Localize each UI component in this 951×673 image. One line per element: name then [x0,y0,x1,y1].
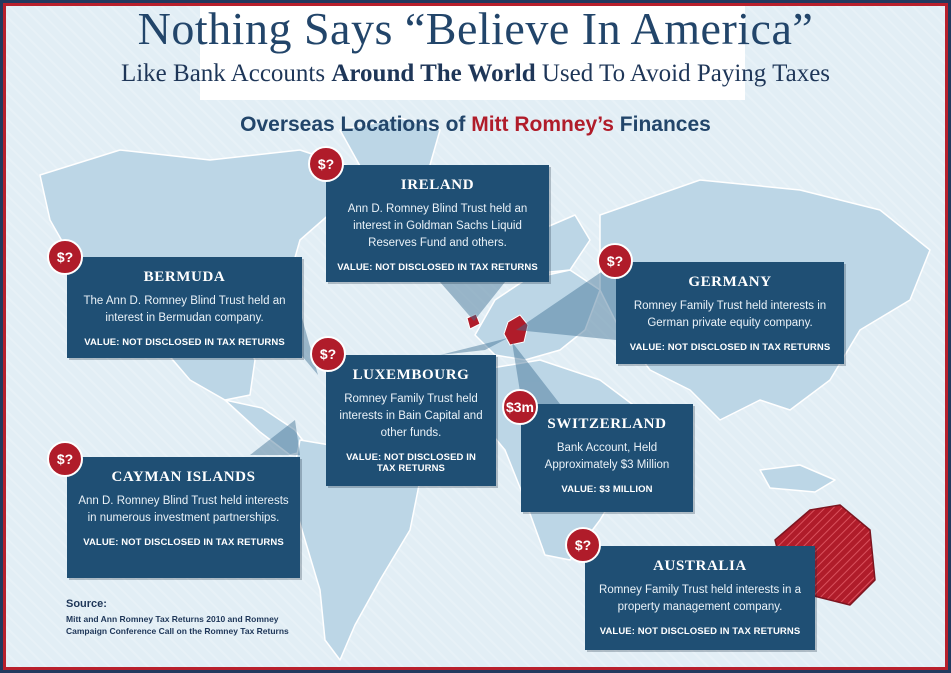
germany-callout-wedge [516,262,616,340]
australia-card: AUSTRALIA Romney Family Trust held inter… [585,546,815,650]
switzerland-card: SWITZERLAND Bank Account, Held Approxima… [521,404,693,512]
switzerland-name: SWITZERLAND [547,416,667,432]
bermuda-description: The Ann D. Romney Blind Trust held an in… [83,295,286,324]
subtitle-part-2: Used To Avoid Paying Taxes [535,60,831,87]
ireland-description: Ann D. Romney Blind Trust held an intere… [347,203,528,249]
page-subtitle: Like Bank Accounts Around The World Used… [0,60,951,88]
australia-badge: $? [565,527,601,563]
luxembourg-badge: $? [310,336,346,372]
source-label: Source: [66,598,107,610]
cayman-callout-wedge [250,420,300,455]
ireland-value: VALUE: NOT DISCLOSED IN TAX RETURNS [337,262,538,273]
map-heading: Overseas Locations of Mitt Romney’s Fina… [0,113,951,137]
bermuda-name: BERMUDA [143,269,226,285]
ireland-highlight [466,313,481,330]
switzerland-description: Bank Account, Held Approximately $3 Mill… [544,442,670,471]
luxembourg-value: VALUE: NOT DISCLOSED IN TAX RETURNS [346,452,476,474]
germany-value: VALUE: NOT DISCLOSED IN TAX RETURNS [629,342,831,353]
cayman-name: CAYMAN ISLANDS [111,469,256,485]
heading-highlight: Mitt Romney’s [471,113,614,136]
ireland-name: IRELAND [400,177,475,193]
bermuda-card: BERMUDA The Ann D. Romney Blind Trust he… [67,257,302,358]
ireland-callout-wedge [440,282,505,321]
switzerland-badge: $3m [502,389,538,425]
australia-description: Romney Family Trust held interests in a … [599,584,801,613]
germany-highlight [503,314,529,346]
cayman-badge: $? [47,441,83,477]
luxembourg-name: LUXEMBOURG [352,367,470,383]
cayman-description: Ann D. Romney Blind Trust held interests… [78,495,289,524]
luxembourg-callout-wedge [440,338,508,355]
source-note: Source: Mitt and Ann Romney Tax Returns … [66,598,316,637]
australia-value: VALUE: NOT DISCLOSED IN TAX RETURNS [599,626,801,637]
header-panel [200,0,745,100]
ireland-card: IRELAND Ann D. Romney Blind Trust held a… [326,165,549,282]
luxembourg-description: Romney Family Trust held interests in Ba… [339,393,483,439]
germany-card: GERMANY Romney Family Trust held interes… [616,262,844,364]
source-text: Mitt and Ann Romney Tax Returns 2010 and… [66,614,289,636]
germany-badge: $? [597,243,633,279]
heading-part-2: Finances [613,113,711,136]
bermuda-badge: $? [47,239,83,275]
indonesia-landmass [759,464,836,493]
luxembourg-card: LUXEMBOURG Romney Family Trust held inte… [326,355,496,486]
switzerland-value: VALUE: $3 MILLION [561,484,653,495]
germany-name: GERMANY [688,274,772,290]
cayman-card: CAYMAN ISLANDS Ann D. Romney Blind Trust… [67,457,300,578]
ireland-badge: $? [308,146,344,182]
switzerland-callout-wedge [512,342,560,404]
bermuda-value: VALUE: NOT DISCLOSED IN TAX RETURNS [84,337,285,348]
heading-part-1: Overseas Locations of [240,113,472,136]
subtitle-emphasis: Around The World [331,60,536,87]
page-title: Nothing Says “Believe In America” [137,3,814,54]
germany-description: Romney Family Trust held interests in Ge… [633,300,827,329]
cayman-value: VALUE: NOT DISCLOSED IN TAX RETURNS [83,537,284,548]
australia-name: AUSTRALIA [653,558,747,574]
subtitle-part-1: Like Bank Accounts [120,60,332,87]
